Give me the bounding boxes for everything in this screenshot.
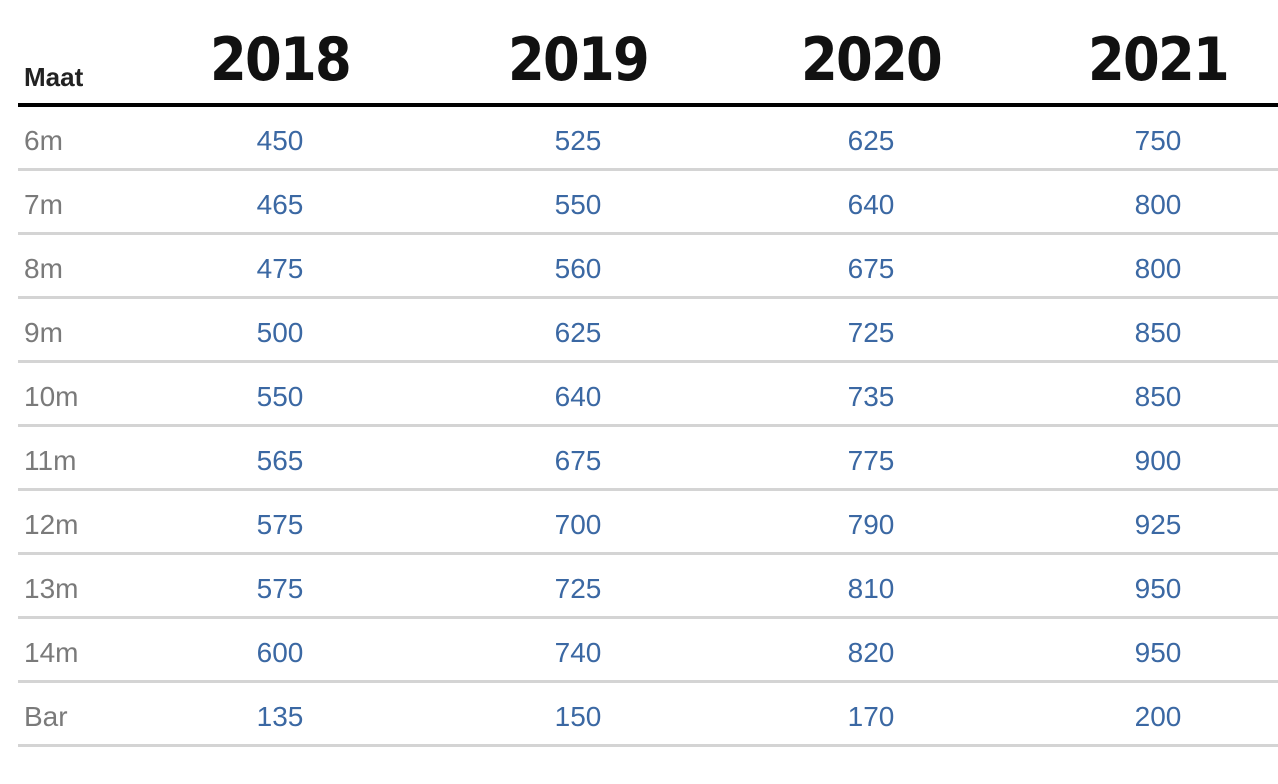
table-row: 14m 600 740 820 950 bbox=[18, 619, 1278, 683]
price-cell: 800 bbox=[1134, 189, 1182, 220]
column-header-year-1: 2018 bbox=[210, 25, 352, 95]
price-cell: 475 bbox=[256, 253, 304, 284]
price-cell: 150 bbox=[554, 701, 602, 732]
price-cell: 600 bbox=[256, 637, 304, 668]
size-cell: 11m bbox=[24, 445, 77, 476]
table-body: 6m 450 525 625 750 7m 465 550 640 800 8m 475 560 675 8… bbox=[18, 107, 1278, 747]
price-cell: 575 bbox=[256, 509, 304, 540]
price-cell: 725 bbox=[554, 573, 602, 604]
price-cell: 790 bbox=[847, 509, 895, 540]
price-cell: 850 bbox=[1134, 381, 1182, 412]
price-cell: 465 bbox=[256, 189, 304, 220]
price-cell: 525 bbox=[554, 125, 602, 156]
size-cell: 12m bbox=[24, 509, 79, 540]
price-cell: 640 bbox=[847, 189, 895, 220]
price-cell: 450 bbox=[256, 125, 304, 156]
size-cell: 6m bbox=[24, 125, 63, 156]
price-cell: 900 bbox=[1134, 445, 1182, 476]
price-cell: 200 bbox=[1134, 701, 1182, 732]
price-cell: 950 bbox=[1134, 637, 1182, 668]
table-row: 8m 475 560 675 800 bbox=[18, 235, 1278, 299]
price-cell: 735 bbox=[847, 381, 895, 412]
size-cell: 13m bbox=[24, 573, 79, 604]
size-cell: 9m bbox=[24, 317, 63, 348]
price-cell: 750 bbox=[1134, 125, 1182, 156]
price-cell: 625 bbox=[554, 317, 602, 348]
price-cell: 625 bbox=[847, 125, 895, 156]
column-header-year-4: 2021 bbox=[1088, 25, 1230, 95]
size-cell: 7m bbox=[24, 189, 63, 220]
table-row: 9m 500 625 725 850 bbox=[18, 299, 1278, 363]
table-row: 13m 575 725 810 950 bbox=[18, 555, 1278, 619]
price-cell: 810 bbox=[847, 573, 895, 604]
column-header-size: Maat bbox=[24, 62, 84, 92]
price-table: Maat 2018 2019 2020 2021 6m 450 525 625 750 7… bbox=[18, 0, 1278, 747]
price-cell: 800 bbox=[1134, 253, 1182, 284]
size-cell: 14m bbox=[24, 637, 79, 668]
table-row: 7m 465 550 640 800 bbox=[18, 171, 1278, 235]
price-cell: 575 bbox=[256, 573, 304, 604]
table-row: 10m 550 640 735 850 bbox=[18, 363, 1278, 427]
price-cell: 820 bbox=[847, 637, 895, 668]
price-cell: 135 bbox=[256, 701, 304, 732]
price-cell: 550 bbox=[256, 381, 304, 412]
table-row: 6m 450 525 625 750 bbox=[18, 107, 1278, 171]
price-cell: 925 bbox=[1134, 509, 1182, 540]
price-cell: 700 bbox=[554, 509, 602, 540]
table-row: Bar 135 150 170 200 bbox=[18, 683, 1278, 747]
price-cell: 850 bbox=[1134, 317, 1182, 348]
table-header: Maat 2018 2019 2020 2021 bbox=[18, 0, 1278, 107]
price-cell: 500 bbox=[256, 317, 304, 348]
size-cell: Bar bbox=[24, 701, 68, 732]
price-cell: 675 bbox=[847, 253, 895, 284]
size-cell: 10m bbox=[24, 381, 79, 412]
price-cell: 740 bbox=[554, 637, 602, 668]
price-cell: 775 bbox=[847, 445, 895, 476]
price-cell: 640 bbox=[554, 381, 602, 412]
size-cell: 8m bbox=[24, 253, 63, 284]
table-row: 11m 565 675 775 900 bbox=[18, 427, 1278, 491]
price-cell: 675 bbox=[554, 445, 602, 476]
table-row: 12m 575 700 790 925 bbox=[18, 491, 1278, 555]
price-cell: 950 bbox=[1134, 573, 1182, 604]
price-cell: 725 bbox=[847, 317, 895, 348]
column-header-year-3: 2020 bbox=[801, 25, 943, 95]
price-cell: 565 bbox=[256, 445, 304, 476]
price-cell: 170 bbox=[847, 701, 895, 732]
price-cell: 560 bbox=[554, 253, 602, 284]
price-cell: 550 bbox=[554, 189, 602, 220]
column-header-year-2: 2019 bbox=[508, 25, 650, 95]
